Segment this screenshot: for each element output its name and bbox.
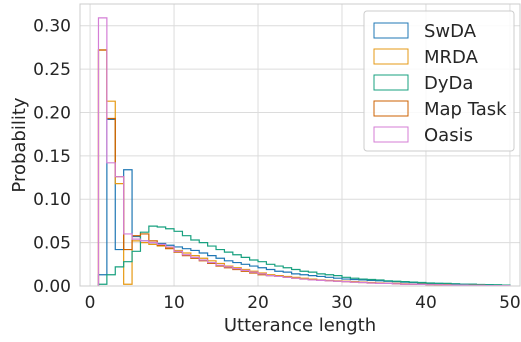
x-tick-label: 30 [331, 293, 353, 313]
y-tick-label: 0.05 [33, 234, 71, 254]
plot-frame [79, 3, 521, 287]
y-axis-title: Probability [9, 97, 30, 192]
legend-label: SwDA [424, 21, 477, 42]
x-tick-label: 10 [163, 293, 185, 313]
y-tick-label: 0.25 [33, 60, 71, 80]
y-tick-label: 0.20 [33, 103, 71, 123]
y-tick-label: 0.00 [33, 277, 71, 297]
x-tick-label: 40 [415, 293, 437, 313]
legend-swatch [373, 126, 409, 143]
x-tick-label: 0 [85, 293, 96, 313]
series-group [97, 17, 511, 287]
series-dyda-step [97, 225, 511, 286]
tick-labels: 0 10 20 30 40 50 0.00 0.05 0.10 0.15 0.20 0.25 0.30 [33, 17, 521, 313]
x-tick-label: 20 [247, 293, 269, 313]
legend-label: DyDa [424, 73, 473, 94]
legend-swatch [373, 22, 409, 39]
x-tick-label: 50 [499, 293, 521, 313]
y-tick-label: 0.10 [33, 190, 71, 210]
legend: SwDA MRDA DyDa Map Task Oasis [363, 10, 515, 152]
legend-swatch [373, 100, 409, 117]
series-oasis-step [97, 17, 511, 287]
legend-label: Map Task [424, 99, 507, 120]
y-tick-label: 0.15 [33, 147, 71, 167]
y-tick-label: 0.30 [33, 17, 71, 37]
legend-swatch [373, 48, 409, 65]
legend-label: MRDA [424, 47, 479, 68]
legend-label: Oasis [424, 125, 473, 146]
x-axis-title: Utterance length [224, 315, 376, 336]
legend-swatch [373, 74, 409, 91]
